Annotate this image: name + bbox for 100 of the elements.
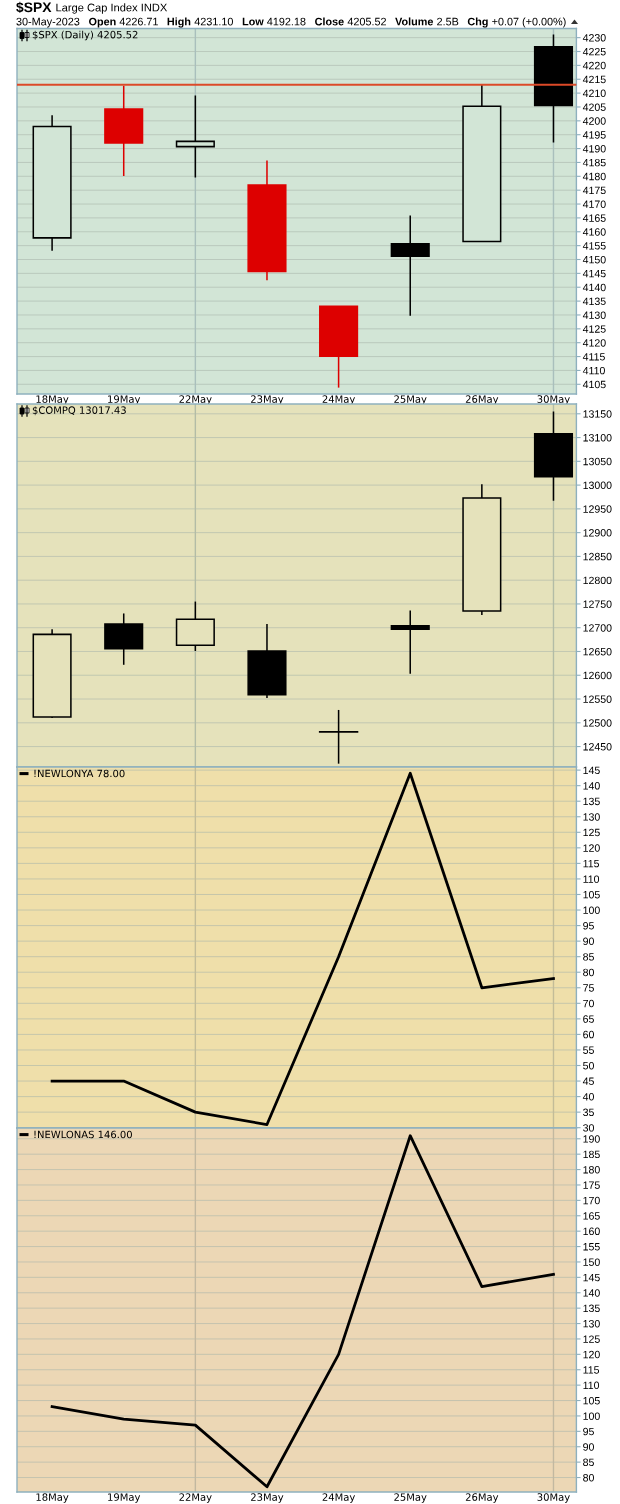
y-tick-label: 4200 — [582, 117, 606, 125]
x-tick-label: 19May — [108, 1493, 141, 1503]
y-tick-label: 160 — [583, 1227, 600, 1236]
y-tick-label: 4180 — [582, 172, 606, 181]
y-tick-label: 12500 — [583, 719, 612, 727]
y-tick-label: 135 — [583, 1304, 600, 1313]
y-tick-label: 12750 — [583, 600, 612, 608]
y-tick-label: 13100 — [583, 434, 612, 442]
y-tick-label: 4170 — [582, 200, 606, 208]
y-tick-label: 110 — [583, 1381, 600, 1390]
y-tick-label: 12800 — [583, 576, 612, 585]
chart-title: $SPX — [16, 1, 52, 14]
y-tick-label: 12650 — [583, 647, 612, 656]
x-tick-label: 23May — [251, 395, 284, 405]
y-tick-label: 4105 — [582, 380, 606, 389]
y-tick-label: 80 — [583, 1473, 594, 1482]
y-tick-label: 4160 — [582, 228, 606, 236]
y-tick-label: 13150 — [583, 410, 612, 418]
text: 30-May-2023 — [16, 17, 80, 28]
y-tick-label: 165 — [583, 1212, 600, 1220]
legend-label: !NEWLONYA 78.00 — [34, 769, 125, 778]
y-tick-label: 4195 — [582, 131, 606, 139]
y-tick-label: 65 — [583, 1015, 594, 1023]
y-tick-label: 175 — [583, 1181, 600, 1189]
y-tick-label: 12600 — [583, 671, 612, 680]
y-tick-label: 145 — [583, 1273, 600, 1282]
x-tick-label: 24May — [322, 1493, 355, 1503]
y-tick-label: 4220 — [582, 61, 606, 70]
y-tick-label: 170 — [583, 1196, 600, 1205]
y-tick-label: 4175 — [582, 186, 606, 195]
x-tick-label: 19May — [108, 395, 141, 405]
y-tick-label: 12550 — [583, 695, 612, 703]
legend-label: !NEWLONAS 146.00 — [34, 1130, 132, 1139]
y-tick-label: 35 — [583, 1108, 594, 1117]
y-tick-label: 130 — [583, 1320, 600, 1328]
x-tick-label: 18May — [36, 395, 69, 405]
y-tick-label: 12450 — [583, 743, 612, 751]
x-tick-label: 22May — [179, 1493, 212, 1503]
y-tick-label: 4130 — [582, 311, 606, 319]
x-tick-label: 26May — [465, 395, 499, 405]
y-tick-label: 95 — [583, 1427, 594, 1436]
y-tick-label: 100 — [583, 1412, 600, 1420]
text: Low 4192.18 — [242, 17, 306, 26]
y-tick-label: 45 — [582, 1077, 594, 1085]
y-tick-label: 4120 — [582, 339, 606, 347]
chart-subtitle: Large Cap Index INDX — [56, 3, 168, 14]
y-tick-label: 12950 — [583, 505, 612, 513]
y-tick-label: 190 — [583, 1135, 600, 1143]
y-tick-label: 145 — [583, 766, 600, 775]
y-tick-label: 185 — [583, 1150, 600, 1159]
y-tick-label: 95 — [583, 922, 594, 930]
y-tick-label: 4145 — [582, 269, 606, 278]
text: Close 4205.52 — [315, 17, 386, 26]
y-tick-label: 90 — [583, 1443, 594, 1451]
y-tick-label: 4190 — [582, 145, 606, 153]
x-tick-label: 23May — [251, 1493, 284, 1503]
y-tick-label: 4115 — [582, 353, 605, 361]
y-tick-label: 4185 — [582, 158, 606, 167]
y-tick-label: 4135 — [582, 297, 606, 306]
y-tick-label: 125 — [583, 828, 600, 837]
y-tick-label: 140 — [583, 782, 600, 790]
y-tick-label: 13050 — [583, 457, 612, 466]
y-tick-label: 55 — [583, 1046, 594, 1054]
y-tick-label: 4110 — [582, 366, 605, 375]
x-tick-label: 22May — [179, 395, 212, 405]
y-tick-label: 13000 — [583, 481, 612, 490]
y-tick-label: 75 — [583, 984, 594, 992]
y-tick-label: 4230 — [582, 34, 606, 42]
y-tick-label: 4150 — [582, 255, 606, 264]
y-tick-label: 120 — [583, 1350, 600, 1359]
x-tick-label: 25May — [394, 395, 427, 405]
y-tick-label: 80 — [583, 968, 594, 977]
y-tick-label: 4140 — [582, 283, 606, 292]
x-tick-label: 30May — [537, 395, 570, 405]
y-tick-label: 12700 — [583, 624, 612, 632]
y-tick-label: 4125 — [582, 325, 606, 333]
y-tick-label: 115 — [583, 1366, 600, 1374]
y-tick-label: 4210 — [582, 89, 606, 98]
y-tick-label: 30 — [583, 1124, 594, 1132]
y-tick-label: 100 — [583, 906, 600, 914]
annotation: $COMPQ 13017.43 — [32, 406, 126, 416]
y-tick-label: 140 — [583, 1289, 600, 1297]
text: Chg +0.07 (+0.00%) — [467, 17, 566, 28]
x-tick-label: 24May — [322, 395, 355, 405]
y-tick-label: 70 — [583, 999, 594, 1008]
y-tick-label: 85 — [583, 1458, 594, 1467]
annotation: $SPX (Daily) 4205.52 — [32, 30, 138, 41]
text: High 4231.10 — [167, 17, 233, 28]
y-tick-label: 110 — [583, 875, 600, 883]
x-tick-label: 30May — [537, 1493, 570, 1503]
y-tick-label: 180 — [583, 1166, 600, 1174]
y-tick-label: 40 — [582, 1093, 594, 1101]
y-tick-label: 4215 — [582, 75, 606, 84]
y-tick-label: 150 — [583, 1258, 600, 1266]
text: Volume 2.5B — [395, 17, 459, 26]
x-tick-label: 18May — [36, 1493, 69, 1503]
x-tick-label: 25May — [394, 1493, 427, 1503]
y-tick-label: 4155 — [582, 242, 606, 250]
y-tick-label: 155 — [583, 1243, 600, 1251]
y-tick-label: 115 — [583, 859, 600, 868]
